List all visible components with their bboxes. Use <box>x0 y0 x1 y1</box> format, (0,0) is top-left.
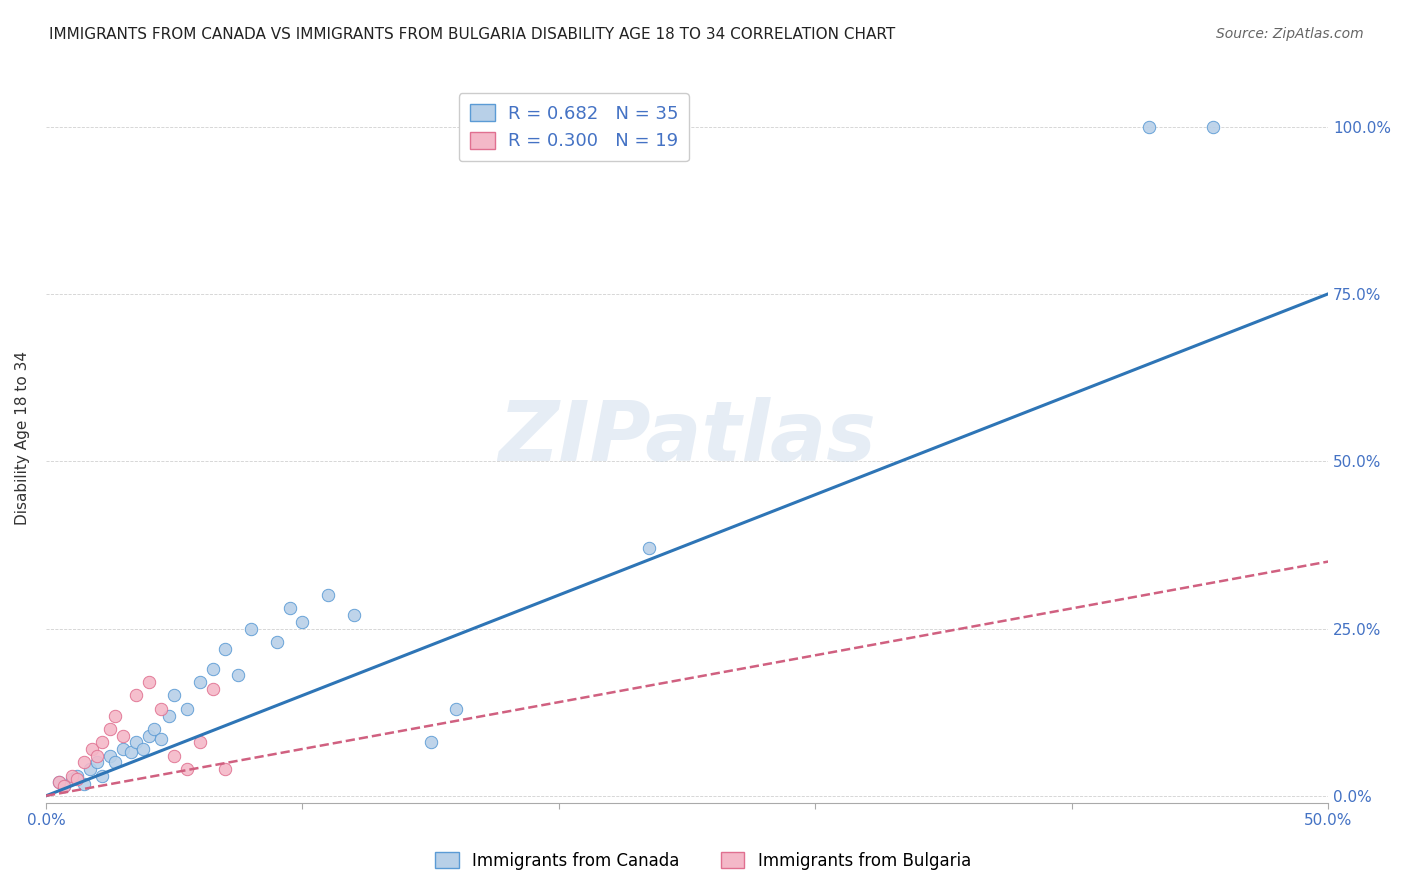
Point <box>637 541 659 556</box>
Point <box>1137 120 1160 134</box>
Y-axis label: Disability Age 18 to 34: Disability Age 18 to 34 <box>15 351 30 524</box>
Point <box>163 689 186 703</box>
Point <box>66 772 89 786</box>
Point <box>111 729 134 743</box>
Point <box>111 742 134 756</box>
Point <box>73 756 96 770</box>
Point <box>82 742 104 756</box>
Point <box>278 601 301 615</box>
Point <box>201 681 224 696</box>
Point <box>60 769 83 783</box>
Point <box>138 675 160 690</box>
Legend: R = 0.682   N = 35, R = 0.300   N = 19: R = 0.682 N = 35, R = 0.300 N = 19 <box>458 93 689 161</box>
Point <box>104 756 127 770</box>
Point <box>316 588 339 602</box>
Point <box>73 777 96 791</box>
Point <box>214 641 236 656</box>
Point <box>138 729 160 743</box>
Point <box>91 769 114 783</box>
Point <box>86 748 108 763</box>
Point <box>104 708 127 723</box>
Point <box>163 748 186 763</box>
Point <box>98 722 121 736</box>
Point <box>86 756 108 770</box>
Text: Source: ZipAtlas.com: Source: ZipAtlas.com <box>1216 27 1364 41</box>
Point <box>52 779 75 793</box>
Point <box>66 769 89 783</box>
Point <box>266 635 288 649</box>
Point <box>48 775 70 789</box>
Point <box>98 748 121 763</box>
Point <box>226 668 249 682</box>
Text: ZIPatlas: ZIPatlas <box>498 397 876 478</box>
Legend: Immigrants from Canada, Immigrants from Bulgaria: Immigrants from Canada, Immigrants from … <box>429 846 977 877</box>
Point <box>214 762 236 776</box>
Point <box>132 742 155 756</box>
Point <box>240 622 263 636</box>
Text: IMMIGRANTS FROM CANADA VS IMMIGRANTS FROM BULGARIA DISABILITY AGE 18 TO 34 CORRE: IMMIGRANTS FROM CANADA VS IMMIGRANTS FRO… <box>49 27 896 42</box>
Point <box>142 722 165 736</box>
Point <box>79 762 101 776</box>
Point <box>150 702 173 716</box>
Point <box>419 735 441 749</box>
Point <box>125 735 148 749</box>
Point <box>343 608 366 623</box>
Point <box>188 735 211 749</box>
Point <box>125 689 148 703</box>
Point <box>446 702 468 716</box>
Point <box>176 702 198 716</box>
Point <box>91 735 114 749</box>
Point <box>188 675 211 690</box>
Point <box>176 762 198 776</box>
Point <box>60 772 83 786</box>
Point <box>201 662 224 676</box>
Point <box>48 775 70 789</box>
Point <box>150 731 173 746</box>
Point <box>52 779 75 793</box>
Point <box>120 745 142 759</box>
Point <box>291 615 314 629</box>
Point <box>157 708 180 723</box>
Point <box>1202 120 1225 134</box>
